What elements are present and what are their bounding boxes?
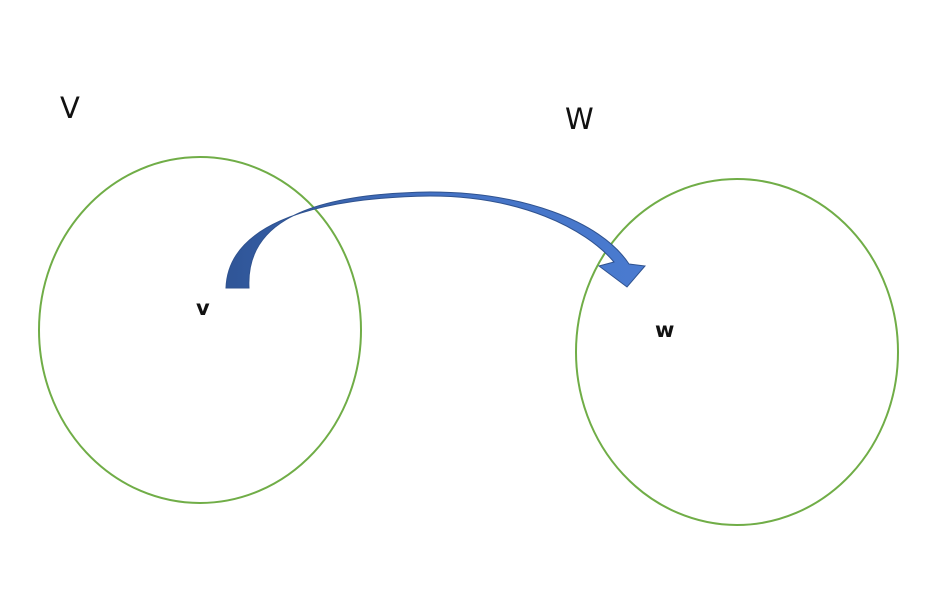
element-v-label: v xyxy=(196,296,210,320)
set-w-label: W xyxy=(565,102,594,136)
element-w-label: w xyxy=(655,318,674,342)
set-v-label: V xyxy=(60,91,80,125)
set-v-ellipse xyxy=(38,156,362,504)
mapping-arrow xyxy=(225,191,646,289)
set-w-ellipse xyxy=(575,178,899,526)
